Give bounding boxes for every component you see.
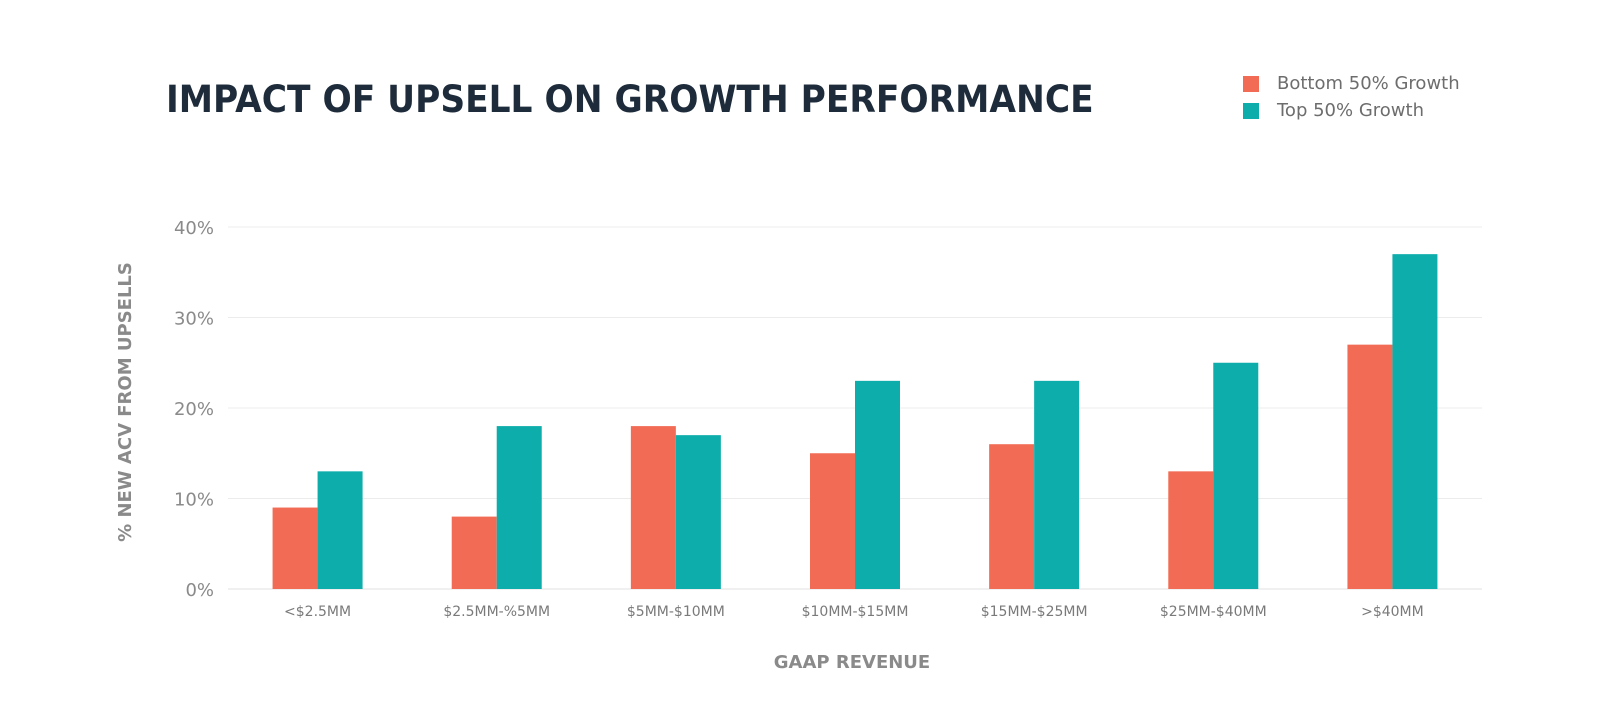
- x-tick-label: $2.5MM-%5MM: [443, 604, 550, 620]
- bar-top-50: [675, 435, 721, 589]
- bar-bottom-50: [630, 426, 676, 589]
- legend-label-top-50: Top 50% Growth: [1277, 100, 1424, 121]
- y-tick-label: 0%: [185, 580, 214, 601]
- chart-title: IMPACT OF UPSELL ON GROWTH PERFORMANCE: [166, 78, 1094, 121]
- y-tick-label: 30%: [174, 309, 214, 330]
- bar-bottom-50: [989, 444, 1035, 589]
- bar-top-50: [855, 380, 900, 589]
- legend: Bottom 50% Growth Top 50% Growth: [1243, 70, 1460, 124]
- x-tick-label: $10MM-$15MM: [802, 604, 909, 620]
- bar-bottom-50: [1347, 344, 1393, 589]
- x-tick-label: $25MM-$40MM: [1160, 604, 1267, 620]
- legend-label-bottom-50: Bottom 50% Growth: [1277, 73, 1460, 94]
- x-tick-labels: <$2.5MM $2.5MM-%5MM $5MM-$10MM $10MM-$15MM $…: [284, 604, 1424, 620]
- bar-bottom-50: [272, 507, 318, 589]
- legend-item-bottom-50: Bottom 50% Growth: [1243, 70, 1460, 97]
- bar-top-50: [1034, 380, 1080, 589]
- y-tick-label: 10%: [174, 490, 214, 511]
- x-tick-label: >$40MM: [1361, 604, 1424, 620]
- y-tick-label: 40%: [174, 218, 214, 239]
- bar-top-50: [317, 471, 363, 589]
- bar-top-50: [496, 426, 542, 589]
- x-axis-label: GAAP REVENUE: [774, 652, 930, 673]
- bar-top-50: [1213, 362, 1259, 589]
- bar-top-50: [1392, 254, 1438, 589]
- x-tick-label: <$2.5MM: [284, 604, 351, 620]
- bar-bottom-50: [1168, 471, 1214, 589]
- bars: [272, 254, 1438, 589]
- x-tick-label: $5MM-$10MM: [627, 604, 725, 620]
- x-tick-label: $15MM-$25MM: [981, 604, 1088, 620]
- legend-swatch-top-50: [1243, 102, 1259, 119]
- legend-item-top-50: Top 50% Growth: [1243, 97, 1460, 124]
- bar-bottom-50: [810, 453, 855, 589]
- y-tick-label: 20%: [174, 399, 214, 420]
- y-tick-labels: 0% 10% 20% 30% 40%: [174, 218, 214, 601]
- y-axis-label: % NEW ACV FROM UPSELLS: [115, 262, 136, 542]
- bar-bottom-50: [451, 516, 497, 589]
- legend-swatch-bottom-50: [1243, 75, 1259, 92]
